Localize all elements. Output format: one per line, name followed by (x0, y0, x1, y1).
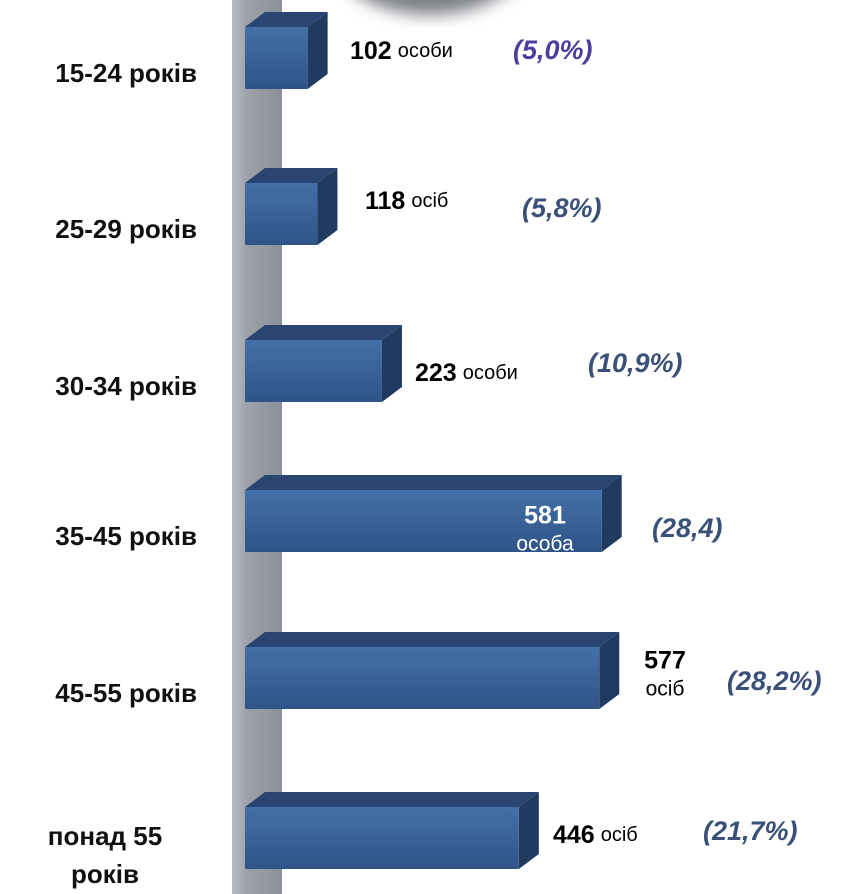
bar-side (518, 792, 539, 869)
bar (245, 183, 318, 245)
bar-top (245, 325, 402, 340)
category-label: 15-24 років (55, 58, 197, 88)
bar-side (599, 632, 620, 709)
bar (245, 340, 382, 402)
unit-label: особи (463, 362, 518, 384)
unit-label: осіб (411, 190, 448, 212)
value-label: 102 (350, 37, 392, 65)
value-label-group: 223 особи (415, 359, 518, 387)
unit-label: осіб (601, 824, 638, 846)
value-label: 446 (553, 821, 595, 849)
value-label-group: 446 осіб (553, 821, 638, 849)
share-label: (10,9%) (588, 348, 683, 378)
share-label: (28,2%) (727, 666, 822, 696)
share-label: (21,7%) (703, 816, 798, 846)
bar-top (245, 792, 539, 807)
bar (245, 647, 600, 709)
share-label: (5,0%) (513, 35, 593, 65)
value-label: 118 (365, 187, 405, 215)
bar-side (317, 168, 338, 245)
value-label: 577 (644, 647, 686, 675)
category-label: понад 55 років (47, 821, 163, 889)
unit-label: осіб (646, 678, 685, 701)
value-label-group: 102 особи (350, 37, 453, 65)
share-label: (5,8%) (522, 193, 602, 223)
bar-side (381, 325, 402, 402)
shadow (366, 0, 494, 15)
unit-label: особа (516, 533, 574, 556)
category-label: 45-55 років (55, 678, 197, 708)
post (232, 0, 282, 894)
bar (245, 807, 519, 869)
bar-top (245, 632, 620, 647)
bar-top (245, 475, 622, 490)
bar-side (601, 475, 622, 552)
unit-label: особи (398, 40, 453, 62)
bar-top (245, 168, 338, 183)
category-label: 30-34 років (55, 371, 197, 401)
bar (245, 490, 602, 552)
bar-side (307, 12, 328, 89)
category-label: 35-45 років (55, 521, 197, 551)
category-label: 25-29 років (55, 214, 197, 244)
value-label: 223 (415, 359, 457, 387)
value-label: 581 (524, 502, 566, 530)
bar-top (245, 12, 328, 27)
share-label: (28,4) (652, 513, 723, 543)
value-label-group: 118 осіб (365, 187, 448, 215)
bar (245, 27, 308, 89)
